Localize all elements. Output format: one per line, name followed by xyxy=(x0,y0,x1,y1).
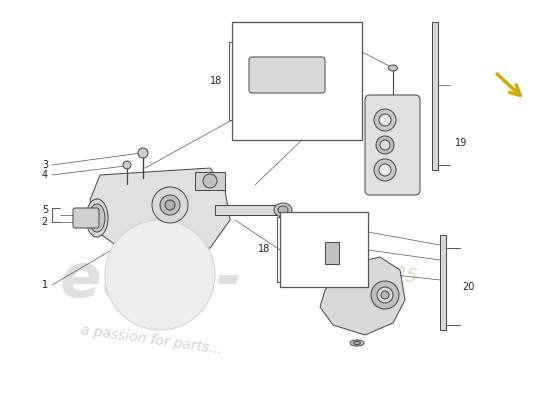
FancyBboxPatch shape xyxy=(365,95,420,195)
Bar xyxy=(232,22,362,140)
Text: a passion for parts...: a passion for parts... xyxy=(80,323,223,357)
Circle shape xyxy=(138,148,148,158)
Circle shape xyxy=(306,67,324,85)
Text: 19: 19 xyxy=(455,138,468,148)
Ellipse shape xyxy=(278,206,288,214)
Ellipse shape xyxy=(86,199,108,237)
Text: 1: 1 xyxy=(42,280,48,290)
Ellipse shape xyxy=(325,261,339,267)
Bar xyxy=(440,235,446,330)
Bar xyxy=(325,242,339,264)
Ellipse shape xyxy=(327,235,337,239)
Ellipse shape xyxy=(325,239,339,245)
Text: 18: 18 xyxy=(258,244,270,254)
Circle shape xyxy=(379,114,391,126)
Text: 20: 20 xyxy=(462,282,474,292)
Text: 2: 2 xyxy=(42,217,48,227)
Ellipse shape xyxy=(269,112,285,122)
Text: 18: 18 xyxy=(210,76,222,86)
Circle shape xyxy=(374,159,396,181)
Ellipse shape xyxy=(340,72,348,82)
Bar xyxy=(195,172,225,190)
Circle shape xyxy=(377,287,393,303)
Bar xyxy=(215,205,280,215)
Circle shape xyxy=(379,164,391,176)
Bar xyxy=(432,22,438,170)
Text: 3: 3 xyxy=(42,160,48,170)
Ellipse shape xyxy=(350,340,364,346)
Circle shape xyxy=(258,67,276,85)
Polygon shape xyxy=(90,168,230,258)
Ellipse shape xyxy=(283,26,292,32)
Circle shape xyxy=(283,67,301,85)
Ellipse shape xyxy=(323,270,341,278)
Ellipse shape xyxy=(89,204,105,232)
Bar xyxy=(280,212,368,287)
Ellipse shape xyxy=(327,272,337,276)
Circle shape xyxy=(262,71,272,81)
Circle shape xyxy=(371,281,399,309)
Circle shape xyxy=(160,195,180,215)
Circle shape xyxy=(380,140,390,150)
Circle shape xyxy=(374,109,396,131)
Circle shape xyxy=(203,174,217,188)
FancyBboxPatch shape xyxy=(249,57,325,93)
Circle shape xyxy=(152,187,188,223)
Text: since 1985: since 1985 xyxy=(310,253,418,287)
FancyBboxPatch shape xyxy=(73,208,99,228)
Circle shape xyxy=(376,136,394,154)
Polygon shape xyxy=(320,257,405,335)
Ellipse shape xyxy=(274,203,292,217)
Ellipse shape xyxy=(327,214,337,220)
Ellipse shape xyxy=(272,114,282,120)
Text: 4: 4 xyxy=(42,170,48,180)
Circle shape xyxy=(123,161,131,169)
Circle shape xyxy=(381,291,389,299)
Ellipse shape xyxy=(323,234,341,240)
Text: 5: 5 xyxy=(42,205,48,215)
Circle shape xyxy=(310,71,320,81)
Circle shape xyxy=(105,220,215,330)
Ellipse shape xyxy=(351,240,362,246)
Circle shape xyxy=(165,200,175,210)
Text: euro-: euro- xyxy=(60,250,243,310)
Ellipse shape xyxy=(257,26,267,32)
Circle shape xyxy=(287,71,297,81)
Ellipse shape xyxy=(388,65,398,71)
Ellipse shape xyxy=(354,342,360,344)
Ellipse shape xyxy=(236,72,244,82)
